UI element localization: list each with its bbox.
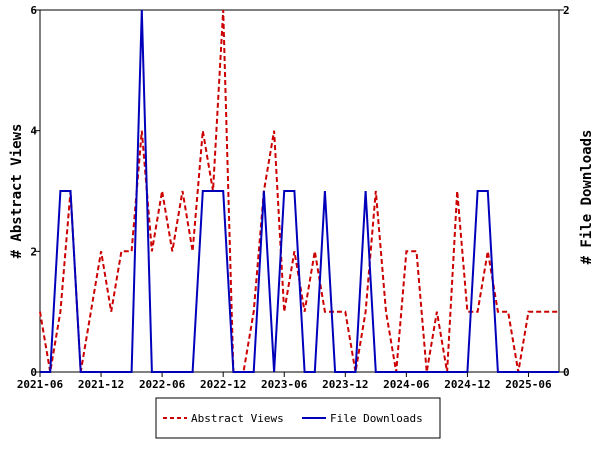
- x-tick-label: 2023-12: [322, 378, 368, 391]
- y-left-axis: 0 2 4 6: [30, 4, 40, 379]
- y-left-tick-label: 4: [30, 125, 37, 138]
- series-line-file-downloads: [40, 9, 559, 373]
- x-tick-label: 2022-12: [200, 378, 246, 391]
- y-right-tick-label: 0: [563, 366, 570, 379]
- x-tick-label: 2021-06: [17, 378, 64, 391]
- x-tick-label: 2022-06: [139, 378, 186, 391]
- y-right-axis-title: # File Downloads: [579, 130, 595, 265]
- x-tick-label: 2024-06: [383, 378, 430, 391]
- series-layer: [39, 9, 559, 373]
- legend-label-file-downloads: File Downloads: [330, 412, 423, 425]
- legend-box: [155, 397, 441, 439]
- y-right-tick-label: 2: [563, 4, 570, 17]
- plot-area: [39, 9, 560, 373]
- x-axis: 2021-06 2021-12 2022-06 2022-12 2023-06 2023-…: [17, 372, 552, 391]
- plot-frame: [39, 9, 560, 373]
- x-tick-label: 2021-12: [78, 378, 124, 391]
- x-tick-label: 2025-06: [505, 378, 552, 391]
- y-left-tick-label: 2: [30, 245, 37, 258]
- y-left-tick-label: 0: [30, 366, 37, 379]
- legend-label-abstract-views: Abstract Views: [191, 412, 284, 425]
- y-left-tick-label: 6: [30, 4, 37, 17]
- x-tick-label: 2023-06: [261, 378, 308, 391]
- y-left-axis-title: # Abstract Views: [9, 124, 25, 259]
- legend: Abstract Views File Downloads: [155, 397, 441, 439]
- y-right-axis: 02: [559, 4, 570, 379]
- x-tick-label: 2024-12: [444, 378, 490, 391]
